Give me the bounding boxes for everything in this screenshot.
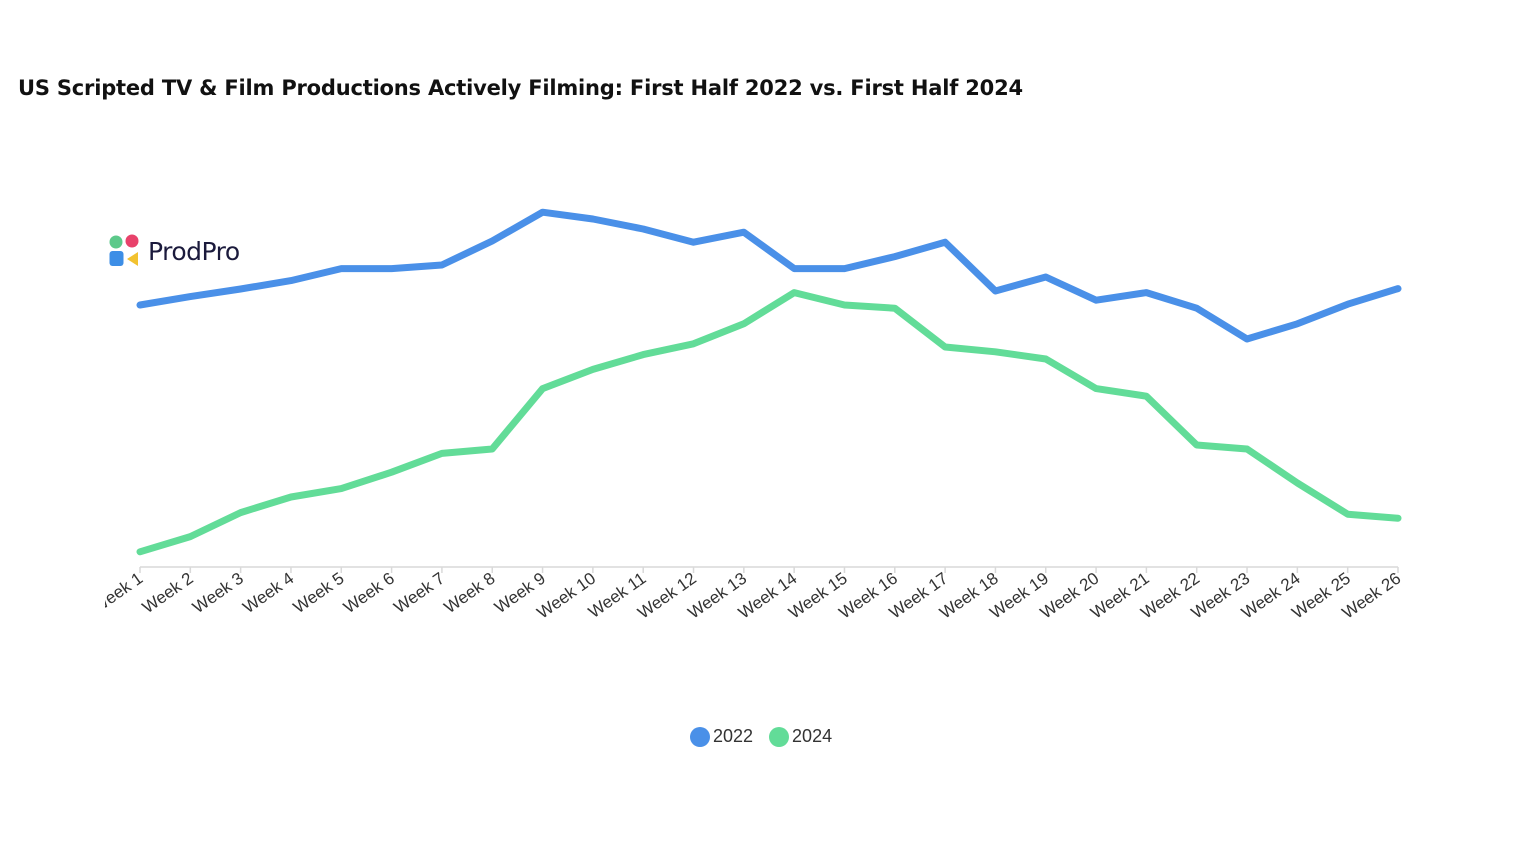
data-point-2024-week-9[interactable] — [539, 385, 546, 392]
x-tick-label-5: Week 5 — [290, 569, 348, 617]
data-point-2024-week-2[interactable] — [187, 533, 194, 540]
data-point-2024-week-14[interactable] — [791, 289, 798, 296]
data-point-2024-week-8[interactable] — [489, 446, 496, 452]
data-point-2024-week-20[interactable] — [1093, 385, 1100, 392]
data-point-2024-week-4[interactable] — [288, 494, 294, 500]
x-tick-label-2: Week 2 — [139, 569, 197, 617]
legend-item-2022[interactable]: 2022 — [690, 726, 753, 747]
data-point-2024-week-7[interactable] — [438, 450, 445, 457]
x-tick-label-8: Week 8 — [441, 569, 499, 617]
data-point-2024-week-1[interactable] — [137, 548, 143, 555]
x-tick-label-3: Week 3 — [189, 569, 247, 617]
legend: 2022 2024 — [690, 726, 848, 747]
data-point-2022-week-19[interactable] — [1042, 274, 1049, 280]
x-tick-label-4: Week 4 — [239, 569, 297, 617]
data-point-2024-week-16[interactable] — [891, 305, 898, 312]
data-point-2022-week-7[interactable] — [438, 262, 445, 268]
data-point-2022-week-8[interactable] — [489, 238, 496, 244]
legend-swatch-2024 — [769, 726, 790, 747]
legend-label-2022: 2022 — [713, 726, 754, 746]
legend-label-2024: 2024 — [792, 726, 833, 746]
chart-title: US Scripted TV & Film Productions Active… — [18, 76, 1023, 100]
data-point-2022-week-18[interactable] — [992, 288, 999, 294]
prodpro-logo: ProdPro — [108, 234, 240, 268]
data-point-2022-week-23[interactable] — [1244, 336, 1250, 342]
data-point-2022-week-6[interactable] — [388, 265, 395, 272]
data-point-2022-week-5[interactable] — [338, 265, 345, 272]
data-point-2022-week-24[interactable] — [1294, 320, 1301, 327]
data-point-2024-week-26[interactable] — [1395, 515, 1401, 522]
data-point-2024-week-5[interactable] — [338, 485, 345, 492]
data-point-2022-week-12[interactable] — [690, 239, 697, 246]
series-line-2024[interactable] — [136, 289, 1402, 556]
x-tick-label-6: Week 6 — [340, 569, 398, 617]
data-point-2022-week-25[interactable] — [1344, 301, 1351, 308]
logo-dot-top-left — [109, 235, 123, 249]
data-point-2022-week-11[interactable] — [640, 226, 647, 232]
legend-swatch-2022 — [690, 726, 710, 747]
data-point-2022-week-17[interactable] — [942, 239, 949, 246]
series-lines — [136, 208, 1402, 556]
data-point-2024-week-18[interactable] — [992, 348, 999, 355]
data-point-2024-week-13[interactable] — [740, 320, 747, 327]
data-point-2022-week-14[interactable] — [791, 265, 798, 272]
logo-dot-top-right — [125, 234, 139, 248]
data-point-2022-week-22[interactable] — [1193, 305, 1200, 312]
data-point-2024-week-10[interactable] — [589, 366, 596, 373]
data-point-2022-week-26[interactable] — [1395, 285, 1401, 292]
prodpro-logo-icon — [108, 234, 140, 268]
logo-text: ProdPro — [148, 236, 240, 266]
data-point-2024-week-12[interactable] — [690, 340, 697, 347]
data-point-2024-week-3[interactable] — [237, 509, 244, 516]
data-point-2024-week-25[interactable] — [1344, 511, 1351, 518]
data-point-2022-week-21[interactable] — [1143, 289, 1150, 296]
data-point-2022-week-20[interactable] — [1093, 297, 1100, 304]
data-point-2024-week-19[interactable] — [1042, 356, 1049, 362]
legend-item-2024[interactable]: 2024 — [769, 726, 832, 747]
data-point-2022-week-10[interactable] — [589, 216, 596, 222]
x-tick-label-1: Week 1 — [88, 569, 146, 617]
data-point-2022-week-15[interactable] — [841, 265, 848, 272]
data-point-2022-week-13[interactable] — [740, 229, 747, 236]
data-point-2024-week-17[interactable] — [942, 344, 949, 350]
data-point-2024-week-23[interactable] — [1244, 446, 1250, 452]
data-point-2022-week-16[interactable] — [891, 253, 898, 260]
data-point-2022-week-1[interactable] — [137, 302, 143, 308]
data-point-2024-week-21[interactable] — [1143, 393, 1150, 400]
data-point-2022-week-4[interactable] — [288, 277, 294, 284]
data-point-2022-week-2[interactable] — [187, 293, 194, 300]
logo-square-bottom-left — [109, 251, 124, 266]
data-point-2024-week-6[interactable] — [388, 469, 395, 476]
data-point-2024-week-11[interactable] — [640, 351, 647, 358]
data-point-2022-week-3[interactable] — [237, 286, 244, 292]
logo-triangle-bottom-right — [127, 252, 138, 266]
series-line-2022[interactable] — [136, 208, 1402, 343]
data-point-2024-week-24[interactable] — [1294, 480, 1301, 486]
x-axis-ticks — [139, 567, 1399, 573]
data-point-2022-week-9[interactable] — [539, 209, 546, 216]
x-tick-label-7: Week 7 — [390, 569, 448, 617]
data-point-2024-week-15[interactable] — [841, 302, 848, 308]
data-point-2024-week-22[interactable] — [1193, 442, 1200, 448]
